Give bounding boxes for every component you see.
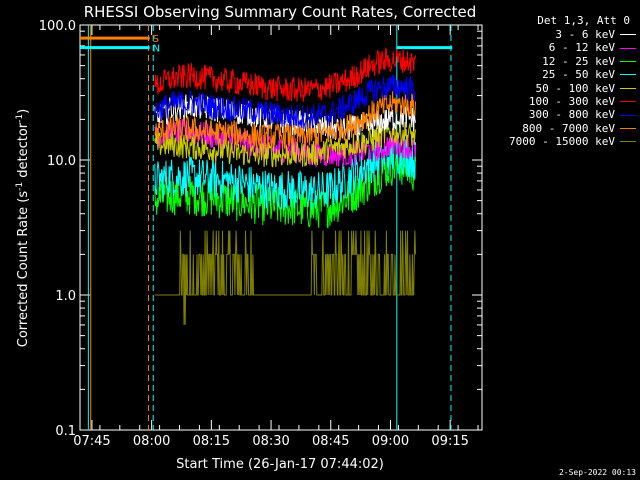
legend-entry: 300 - 800 keV: [484, 108, 636, 121]
chart-title: RHESSI Observing Summary Count Rates, Co…: [84, 3, 477, 21]
legend-entry: 100 - 300 keV: [484, 95, 636, 108]
legend-entry: 12 - 25 keV: [484, 55, 636, 68]
y-axis-label-mid: detector: [16, 122, 31, 182]
legend-swatch: [620, 141, 636, 143]
x-tick-label: 08:45: [312, 434, 349, 449]
y-axis-label-close: ): [16, 109, 31, 114]
x-tick-label: 08:30: [252, 434, 289, 449]
y-axis-label: Corrected Count Rate (s-1 detector-1): [15, 109, 31, 347]
flag-label: N: [153, 44, 160, 55]
legend-entry: 25 - 50 keV: [484, 68, 636, 81]
legend-entry-label: 3 - 6 keV: [555, 28, 615, 41]
x-tick-label: 09:00: [372, 434, 409, 449]
legend-entry-label: 50 - 100 keV: [535, 81, 615, 95]
y-tick-label: 100.0: [39, 19, 76, 34]
legend-swatch: [620, 74, 636, 76]
legend-swatch: [620, 34, 636, 36]
x-tick-label: 08:15: [193, 434, 230, 449]
legend-swatch: [620, 101, 636, 103]
legend-entry: 6 - 12 keV: [484, 41, 636, 54]
legend-swatch: [620, 114, 636, 116]
series-line: [154, 137, 416, 211]
flag-label: S: [153, 34, 159, 45]
x-tick-label: 09:15: [431, 434, 468, 449]
date-stamp: 2-Sep-2022 00:13: [558, 468, 636, 477]
legend-header: Det 1,3, Att 0: [537, 14, 630, 27]
series-line: [154, 230, 416, 325]
plot-frame: [79, 24, 483, 431]
legend-swatch: [620, 47, 636, 49]
y-tick-label: 1.0: [55, 289, 76, 304]
legend-entry-label: 7000 - 15000 keV: [509, 135, 615, 149]
legend-swatch: [620, 128, 636, 130]
x-axis-label: Start Time (26-Jan-17 07:44:02): [176, 457, 384, 472]
legend: Det 1,3, Att 0 3 - 6 keV 6 - 12 keV 12 - 2…: [484, 14, 636, 149]
y-tick-label: 0.1: [55, 424, 76, 439]
series-line: [154, 91, 416, 150]
y-tick-label: 10.0: [47, 154, 76, 169]
y-axis-label-sup2: -1: [15, 114, 25, 123]
legend-entry-label: 800 - 7000 keV: [522, 121, 615, 135]
legend-swatch: [620, 87, 636, 89]
legend-entry: 50 - 100 keV: [484, 82, 636, 95]
legend-entry-label: 12 - 25 keV: [542, 54, 615, 68]
series-group: [154, 47, 416, 325]
legend-swatch: [620, 61, 636, 63]
legend-entry: 800 - 7000 keV: [484, 122, 636, 135]
y-axis-label-main: Corrected Count Rate (s: [16, 191, 31, 348]
legend-entry-label: 25 - 50 keV: [542, 68, 615, 82]
x-tick-label: 07:45: [73, 434, 110, 449]
series-line: [154, 74, 416, 130]
legend-entry-label: 100 - 300 keV: [528, 95, 615, 109]
series-line: [154, 47, 416, 103]
legend-entry: 7000 - 15000 keV: [484, 135, 636, 148]
x-tick-label: 08:00: [133, 434, 170, 449]
legend-entry-label: 300 - 800 keV: [528, 108, 615, 122]
y-axis-label-sup1: -1: [15, 182, 25, 191]
legend-entry: 3 - 6 keV: [484, 28, 636, 41]
legend-entry-label: 6 - 12 keV: [548, 41, 615, 55]
